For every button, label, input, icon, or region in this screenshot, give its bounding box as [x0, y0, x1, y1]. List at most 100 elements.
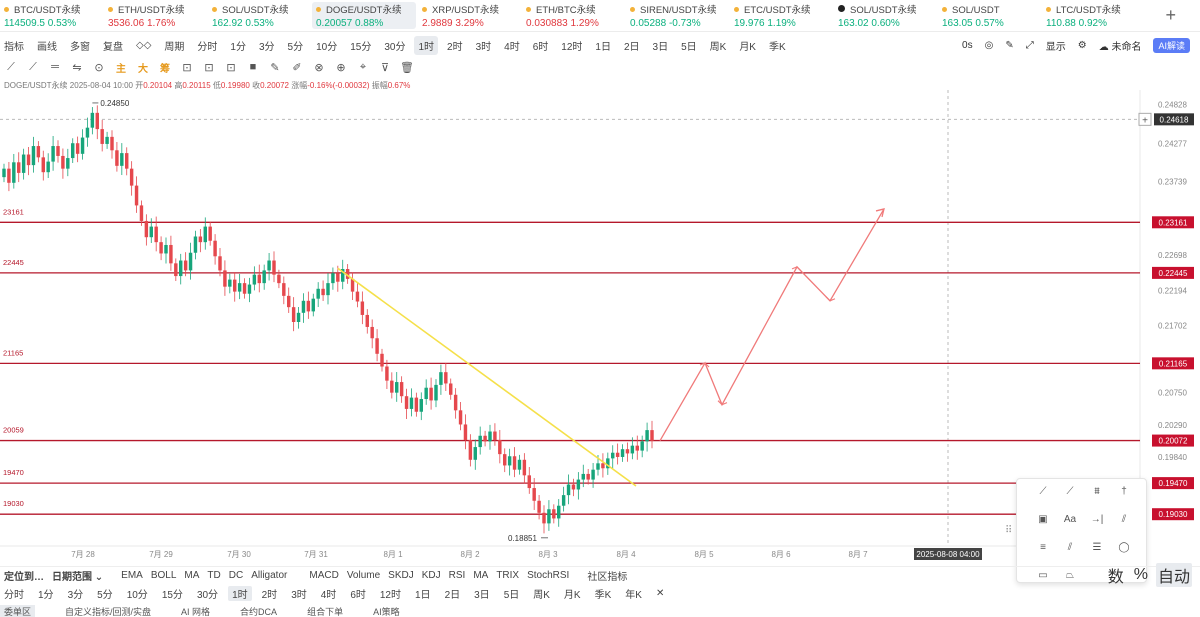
period-9[interactable]: 3时	[291, 589, 307, 601]
toolbar-right-6[interactable]: ☁ 未命名	[1098, 41, 1142, 53]
toolbar-item-18[interactable]: 12时	[561, 41, 583, 53]
indicator-3[interactable]: BOLL	[150, 570, 177, 581]
period-21[interactable]: ✕	[655, 587, 665, 599]
toolbar-item-12[interactable]: 30分	[384, 41, 406, 53]
candle[interactable]	[606, 452, 610, 475]
candle[interactable]	[341, 259, 345, 290]
toolbar-item-5[interactable]: 周期	[164, 41, 185, 53]
palette-tool-11-icon[interactable]: ◯	[1118, 542, 1130, 553]
candle[interactable]	[350, 272, 355, 300]
indicator-6[interactable]: DC	[228, 570, 244, 581]
toolbar-item-14[interactable]: 2时	[447, 41, 463, 53]
candle[interactable]	[429, 377, 433, 410]
indicator-8[interactable]: MACD	[309, 570, 339, 581]
candle[interactable]	[468, 434, 473, 467]
candle[interactable]	[557, 499, 561, 527]
candle[interactable]	[404, 388, 409, 419]
candle[interactable]	[61, 148, 65, 179]
candle[interactable]	[566, 474, 571, 505]
candle[interactable]	[193, 230, 198, 260]
candle[interactable]	[213, 234, 217, 265]
draw-tool-13-icon[interactable]: ✐	[292, 61, 302, 74]
candle[interactable]	[547, 500, 551, 531]
candle[interactable]	[287, 287, 291, 313]
toolbar-right-5[interactable]: ⚙	[1077, 39, 1087, 51]
candle[interactable]	[51, 136, 55, 171]
candle[interactable]	[424, 379, 428, 405]
yellow-trendline[interactable]	[337, 267, 637, 487]
indicator-10[interactable]: SKDJ	[388, 570, 414, 581]
ticker-5[interactable]: ETH/BTC永续 0.030883 1.29%	[522, 0, 626, 31]
candle[interactable]	[149, 218, 153, 243]
toolbar-item-15[interactable]: 3时	[475, 41, 492, 53]
period-14[interactable]: 2日	[444, 589, 461, 601]
candle[interactable]	[85, 117, 90, 147]
toolbar-item-13[interactable]: 1时	[414, 35, 439, 55]
candle[interactable]	[453, 388, 458, 419]
candle[interactable]	[360, 291, 365, 325]
period-20[interactable]: 年K	[625, 589, 642, 601]
palette-tool-9-icon[interactable]: ⫽	[1067, 542, 1073, 553]
indicator-12[interactable]: RSI	[448, 570, 466, 581]
candle[interactable]	[571, 478, 576, 497]
candle[interactable]	[650, 420, 654, 449]
candle[interactable]	[512, 447, 517, 478]
toolbar-item-2[interactable]: 多窗	[70, 41, 90, 53]
crosshair-add-button[interactable]	[1138, 112, 1152, 126]
candle[interactable]	[31, 136, 36, 173]
draw-tool-12-icon[interactable]: ✎	[270, 61, 280, 74]
palette-tool-0-icon[interactable]: ⟋	[1039, 486, 1047, 497]
indicator-1[interactable]: 日期范围 ⌄	[52, 572, 104, 583]
candle[interactable]	[95, 105, 99, 140]
palette-tool-2-icon[interactable]: ⩩	[1094, 486, 1100, 497]
draw-tool-2-icon[interactable]: ═	[51, 61, 59, 73]
candle[interactable]	[41, 150, 45, 181]
candle[interactable]	[272, 251, 276, 283]
candle[interactable]	[522, 453, 527, 484]
candle[interactable]	[532, 478, 536, 510]
drag-grip-icon[interactable]: ⠿	[1005, 525, 1013, 536]
ticker-4[interactable]: XRP/USDT永续 2.9889 3.29%	[418, 0, 522, 31]
draw-tool-18-icon[interactable]: 🗑	[400, 61, 414, 74]
candle[interactable]	[257, 264, 261, 293]
candle[interactable]	[483, 430, 487, 447]
candle[interactable]	[154, 216, 158, 252]
toolbar-item-20[interactable]: 2日	[623, 41, 640, 53]
candle[interactable]	[208, 221, 212, 246]
candle[interactable]	[419, 392, 423, 421]
candle[interactable]	[399, 376, 404, 403]
indicator-13[interactable]: MA	[473, 570, 489, 581]
candle[interactable]	[507, 448, 512, 476]
candle[interactable]	[601, 453, 605, 478]
candle[interactable]	[252, 266, 257, 291]
candle[interactable]	[46, 153, 50, 178]
period-18[interactable]: 月K	[563, 589, 581, 601]
candle[interactable]	[640, 435, 644, 458]
toolbar-right-0[interactable]: 0s	[962, 39, 973, 51]
ticker-9[interactable]: SOL/USDT 163.05 0.57%	[938, 0, 1042, 31]
toolbar-item-9[interactable]: 5分	[287, 41, 304, 53]
candle[interactable]	[36, 141, 41, 163]
scale-option-1[interactable]: %	[1133, 566, 1148, 583]
draw-tool-11-icon[interactable]: ■	[249, 61, 257, 73]
candle[interactable]	[17, 152, 21, 183]
draw-tool-14-icon[interactable]: ⊗	[314, 61, 324, 74]
candle[interactable]	[414, 392, 419, 417]
candle[interactable]	[375, 329, 379, 362]
period-17[interactable]: 周K	[533, 589, 550, 601]
candle[interactable]	[542, 505, 546, 534]
ticker-3[interactable]: DOGE/USDT永续 0.20057 0.88%	[312, 2, 416, 29]
palette-tool-5-icon[interactable]: Aa	[1063, 514, 1077, 525]
candle[interactable]	[586, 468, 590, 485]
ticker-7[interactable]: ETC/USDT永续 19.976 1.19%	[730, 0, 834, 31]
ticker-2[interactable]: SOL/USDT永续 162.92 0.53%	[208, 0, 312, 31]
candle[interactable]	[591, 463, 595, 488]
indicator-16[interactable]: 社区指标	[587, 572, 628, 583]
candle[interactable]	[439, 364, 443, 395]
candle[interactable]	[144, 214, 149, 246]
candle[interactable]	[625, 442, 630, 462]
candle[interactable]	[321, 280, 325, 301]
candle[interactable]	[237, 273, 242, 300]
candle[interactable]	[620, 444, 625, 462]
toolbar-item-4[interactable]: ◇◇	[136, 39, 152, 51]
